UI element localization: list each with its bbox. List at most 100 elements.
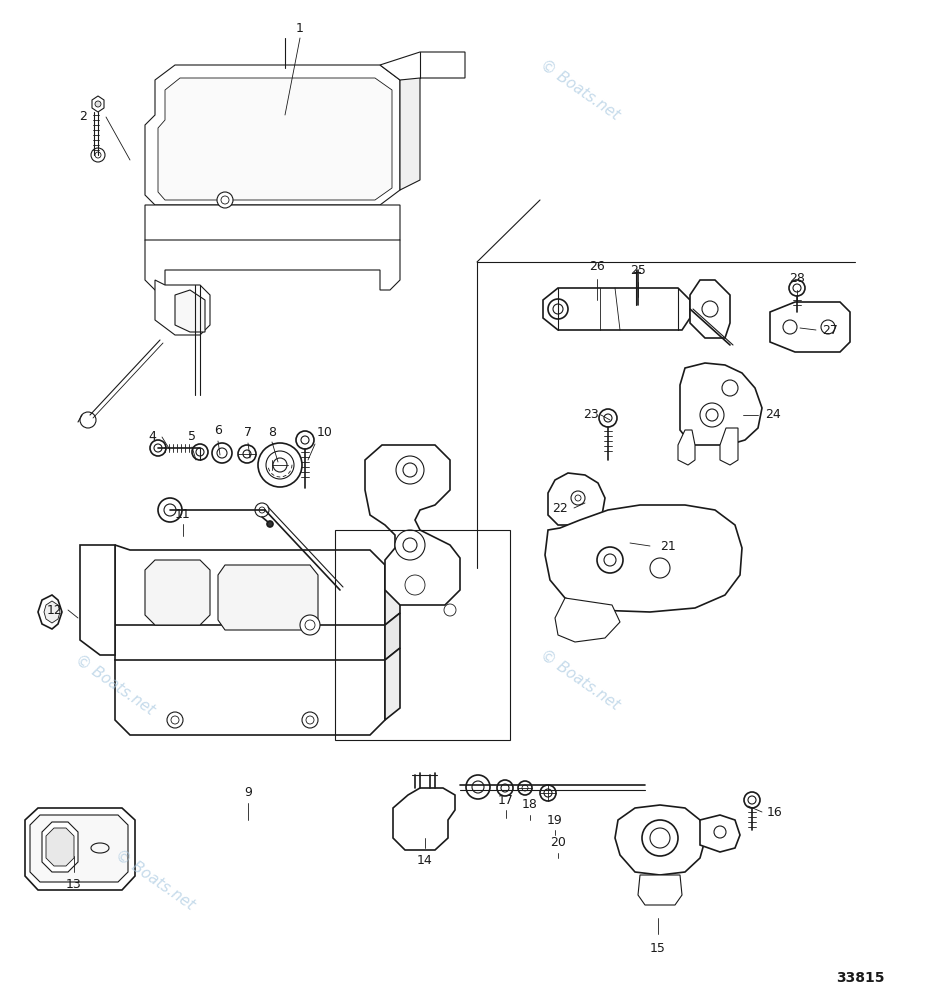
Polygon shape <box>680 363 762 445</box>
Circle shape <box>217 192 233 208</box>
Text: 9: 9 <box>244 786 252 800</box>
Text: 17: 17 <box>498 794 514 807</box>
Circle shape <box>396 456 424 484</box>
Circle shape <box>158 498 182 522</box>
Circle shape <box>650 828 670 848</box>
Circle shape <box>700 403 724 427</box>
Circle shape <box>212 443 232 463</box>
Polygon shape <box>158 78 392 200</box>
Circle shape <box>497 780 513 796</box>
Circle shape <box>243 450 251 458</box>
Circle shape <box>650 558 670 578</box>
Circle shape <box>267 521 273 527</box>
Polygon shape <box>543 288 690 330</box>
Circle shape <box>95 101 101 107</box>
Circle shape <box>95 152 101 158</box>
Polygon shape <box>700 815 740 852</box>
Polygon shape <box>365 445 460 605</box>
Circle shape <box>706 409 718 421</box>
Text: 28: 28 <box>789 272 805 285</box>
Circle shape <box>793 284 801 292</box>
Polygon shape <box>380 52 465 80</box>
Circle shape <box>196 448 204 456</box>
Text: 4: 4 <box>148 431 155 443</box>
Circle shape <box>642 820 678 856</box>
Circle shape <box>80 412 96 428</box>
Text: © Boats.net: © Boats.net <box>537 648 623 713</box>
Text: 18: 18 <box>522 799 538 812</box>
Circle shape <box>167 712 183 728</box>
Circle shape <box>150 440 166 456</box>
Circle shape <box>540 785 556 801</box>
Circle shape <box>714 826 726 838</box>
Polygon shape <box>25 808 135 890</box>
Circle shape <box>789 280 805 296</box>
Circle shape <box>221 196 229 204</box>
Circle shape <box>702 301 718 317</box>
Text: 2: 2 <box>79 111 87 124</box>
Text: 20: 20 <box>550 837 566 850</box>
Text: 25: 25 <box>630 264 646 277</box>
Polygon shape <box>145 560 210 625</box>
Polygon shape <box>385 648 400 720</box>
Circle shape <box>192 444 208 460</box>
Circle shape <box>305 620 315 630</box>
Text: 16: 16 <box>767 806 783 819</box>
Circle shape <box>604 554 616 566</box>
Text: 6: 6 <box>214 424 222 436</box>
Polygon shape <box>115 625 385 675</box>
Polygon shape <box>145 65 400 205</box>
Text: 23: 23 <box>583 409 599 422</box>
Polygon shape <box>115 545 385 640</box>
Text: 33815: 33815 <box>836 971 884 985</box>
Circle shape <box>748 796 756 804</box>
Circle shape <box>258 443 302 487</box>
Circle shape <box>548 299 568 319</box>
Text: 8: 8 <box>268 426 276 438</box>
Circle shape <box>575 495 581 501</box>
Circle shape <box>403 463 417 477</box>
Polygon shape <box>44 601 60 623</box>
Circle shape <box>722 380 738 396</box>
Circle shape <box>744 792 760 808</box>
Polygon shape <box>115 660 385 735</box>
Circle shape <box>821 320 835 334</box>
Polygon shape <box>678 430 695 465</box>
Text: 19: 19 <box>547 814 563 827</box>
Circle shape <box>604 414 612 422</box>
Polygon shape <box>145 240 400 290</box>
Circle shape <box>472 781 484 793</box>
Circle shape <box>553 304 563 314</box>
Text: © Boats.net: © Boats.net <box>73 653 157 718</box>
Text: 1: 1 <box>296 21 304 34</box>
Circle shape <box>444 604 456 616</box>
Polygon shape <box>155 280 210 335</box>
Polygon shape <box>638 875 682 905</box>
Circle shape <box>518 781 532 795</box>
Text: 27: 27 <box>822 323 838 336</box>
Text: © Boats.net: © Boats.net <box>113 847 197 913</box>
Circle shape <box>306 716 314 724</box>
Circle shape <box>238 445 256 463</box>
Circle shape <box>255 504 269 517</box>
Text: 10: 10 <box>317 427 333 439</box>
Circle shape <box>217 448 227 458</box>
Circle shape <box>91 148 105 162</box>
Polygon shape <box>385 613 400 660</box>
Polygon shape <box>92 96 104 112</box>
Circle shape <box>501 784 509 792</box>
Text: 21: 21 <box>660 540 676 553</box>
Text: © Boats.net: © Boats.net <box>537 57 623 123</box>
Polygon shape <box>545 505 742 612</box>
Circle shape <box>571 491 585 505</box>
Text: 26: 26 <box>589 261 605 274</box>
Text: 14: 14 <box>417 854 433 866</box>
Circle shape <box>395 530 425 560</box>
Text: 22: 22 <box>552 501 568 515</box>
Text: 13: 13 <box>66 877 82 890</box>
Circle shape <box>302 712 318 728</box>
Polygon shape <box>720 428 738 465</box>
Polygon shape <box>393 788 455 850</box>
Polygon shape <box>218 565 318 630</box>
Polygon shape <box>385 553 400 625</box>
